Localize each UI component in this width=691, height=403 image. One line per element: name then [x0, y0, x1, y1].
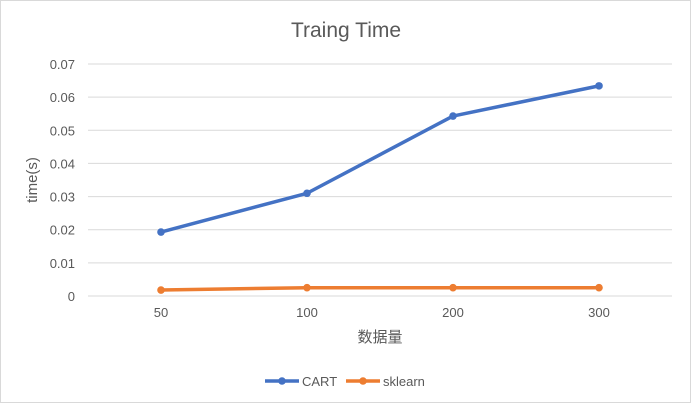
chart-title: Traing Time — [291, 19, 401, 42]
data-point — [303, 283, 311, 292]
series-line-sklearn — [159, 285, 601, 292]
legend-item-cart: CART — [265, 374, 337, 389]
data-point — [303, 189, 311, 198]
y-tick-label: 0 — [68, 289, 75, 304]
x-axis-ticks: 50 100 200 300 — [154, 305, 610, 320]
data-point — [157, 286, 165, 294]
legend-swatch-marker — [278, 377, 286, 385]
y-tick-label: 0.02 — [50, 223, 75, 238]
series-layer — [157, 82, 603, 294]
legend: CART sklearn — [265, 374, 425, 389]
y-tick-label: 0.07 — [50, 57, 75, 72]
data-point — [595, 82, 603, 90]
y-tick-label: 0.03 — [50, 190, 75, 205]
x-axis-label: 数据量 — [357, 329, 402, 346]
x-tick-label: 300 — [588, 305, 610, 320]
y-axis-ticks: 0 0.01 0.02 0.03 0.04 0.05 0.06 0.07 — [50, 57, 75, 304]
series-cart — [157, 82, 603, 236]
legend-label: CART — [302, 374, 337, 389]
gridlines — [88, 63, 672, 297]
y-tick-label: 0.01 — [50, 256, 75, 271]
legend-label: sklearn — [383, 374, 425, 389]
data-point — [449, 112, 457, 120]
legend-swatch-marker — [359, 377, 367, 385]
y-axis-label: time(s) — [24, 157, 41, 203]
x-tick-label: 50 — [154, 305, 168, 320]
x-tick-label: 200 — [442, 305, 464, 320]
y-tick-label: 0.05 — [50, 123, 75, 138]
data-point — [595, 283, 603, 292]
series-sklearn — [157, 283, 603, 294]
y-tick-label: 0.04 — [50, 156, 75, 171]
legend-item-sklearn: sklearn — [346, 374, 425, 389]
data-point — [157, 228, 165, 236]
y-tick-label: 0.06 — [50, 90, 75, 105]
series-line-cart — [159, 84, 601, 234]
x-tick-label: 100 — [296, 305, 318, 320]
data-point — [449, 283, 457, 292]
